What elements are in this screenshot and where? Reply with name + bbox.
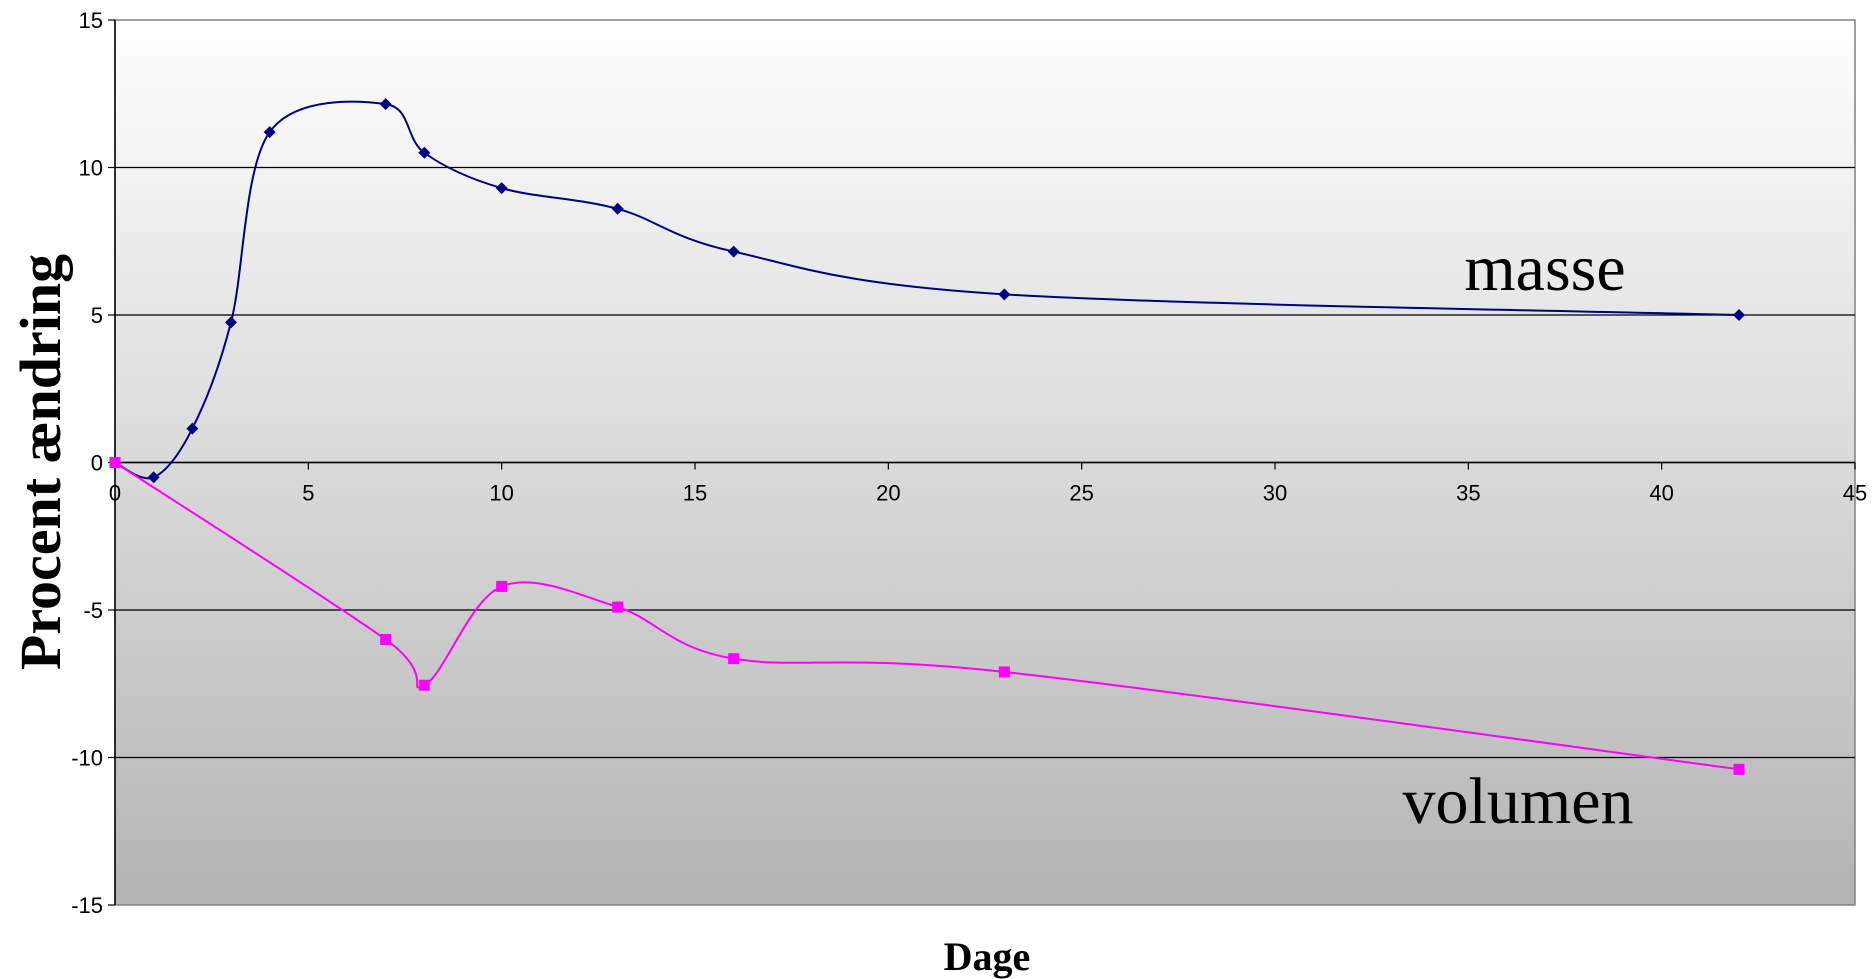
x-tick-label: 40 <box>1649 481 1673 506</box>
y-tick-labels: 15 10 5 0 -5 -10 -15 <box>71 8 103 918</box>
data-point-volumen <box>1734 764 1745 775</box>
x-tick-label: 25 <box>1069 481 1093 506</box>
data-point-volumen <box>999 666 1010 677</box>
data-point-volumen <box>728 653 739 664</box>
series-label-volumen: volumen <box>1403 765 1634 838</box>
x-axis-title: Dage <box>944 934 1031 979</box>
y-axis-title: Procent ændring <box>8 254 73 670</box>
data-point-volumen <box>380 634 391 645</box>
x-tick-label: 10 <box>489 481 513 506</box>
x-tick-label: 35 <box>1456 481 1480 506</box>
y-tick-label: 5 <box>91 303 103 328</box>
series-label-masse: masse <box>1464 232 1625 305</box>
data-point-volumen <box>612 602 623 613</box>
data-point-volumen <box>110 457 121 468</box>
x-tick-label: 5 <box>302 481 314 506</box>
x-tick-label: 20 <box>876 481 900 506</box>
x-tick-label: 0 <box>109 481 121 506</box>
x-tick-label: 15 <box>683 481 707 506</box>
data-point-volumen <box>496 581 507 592</box>
y-tick-label: -10 <box>71 746 103 771</box>
y-tick-label: 0 <box>91 451 103 476</box>
y-tick-label: -5 <box>83 598 103 623</box>
x-tick-label: 45 <box>1843 481 1867 506</box>
y-tick-label: 10 <box>79 156 103 181</box>
data-point-volumen <box>419 680 430 691</box>
x-tick-label: 30 <box>1263 481 1287 506</box>
y-tick-label: 15 <box>79 8 103 33</box>
y-tick-label: -15 <box>71 893 103 918</box>
